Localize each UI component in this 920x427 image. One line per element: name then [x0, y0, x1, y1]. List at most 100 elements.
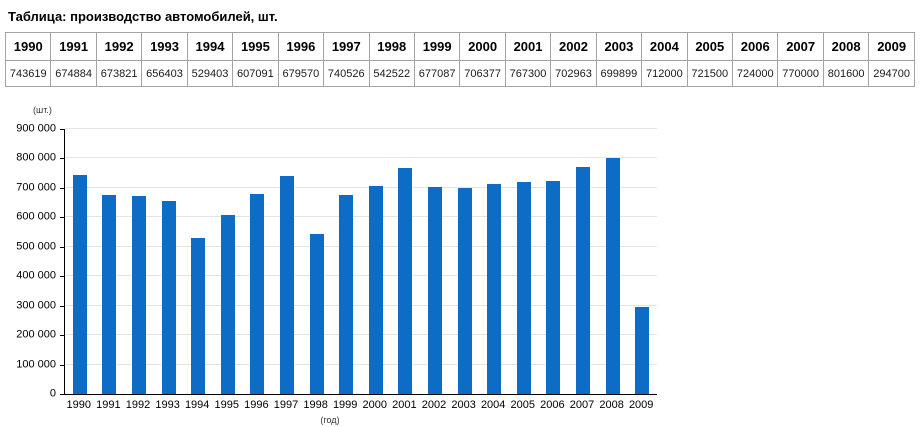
- y-tick-mark: [60, 394, 64, 395]
- table-year-cell: 2005: [686, 32, 734, 61]
- x-tick-label: 2007: [569, 399, 595, 411]
- table-year-cell: 2003: [595, 32, 643, 61]
- x-tick-label: 1992: [125, 399, 151, 411]
- y-tick-mark: [60, 276, 64, 278]
- table-year-row: 1990 1991 1992 1993 1994 1995 1996 1997 1998 1999…: [4, 32, 915, 61]
- y-tick-label: 600 000: [16, 210, 56, 223]
- x-tick-label: 1990: [66, 399, 92, 411]
- bar-2005: [516, 182, 531, 394]
- bar-2007: [576, 167, 590, 394]
- x-tick-label: 2002: [421, 399, 447, 411]
- bar-2004: [487, 184, 502, 394]
- x-tick-label: 1993: [155, 399, 180, 411]
- table-value-cell: 767300: [504, 60, 552, 87]
- bar-1991: [102, 195, 117, 394]
- table-year-cell: 2002: [550, 32, 597, 61]
- x-tick-label: 2006: [540, 399, 565, 411]
- table-value-cell: 656403: [141, 60, 188, 87]
- table-value-cell: 674884: [50, 60, 97, 87]
- y-tick-label: 100 000: [16, 358, 56, 371]
- gridline: [65, 363, 657, 365]
- table-year-cell: 1990: [4, 32, 52, 61]
- table-value-cell: 294700: [868, 60, 915, 87]
- table-value-cell: 699899: [595, 60, 643, 87]
- bar-2002: [428, 187, 442, 394]
- bar-1993: [161, 201, 176, 394]
- y-tick-label: 0: [49, 387, 56, 400]
- table-value-cell: 702963: [550, 60, 597, 87]
- table-year-cell: 2006: [731, 32, 779, 61]
- y-axis-title: (шт.): [33, 105, 52, 115]
- table-value-cell: 706377: [459, 60, 506, 87]
- table-year-cell: 2008: [822, 32, 870, 61]
- table-value-cell: 721500: [686, 60, 734, 87]
- table-value-cell: 542522: [368, 60, 415, 87]
- table-value-cell: 743619: [4, 60, 52, 87]
- y-tick-label: 800 000: [16, 151, 56, 164]
- production-table: 1990 1991 1992 1993 1994 1995 1996 1997 1998 1999…: [4, 32, 915, 87]
- table-year-cell: 1997: [323, 32, 370, 61]
- bar-1994: [191, 238, 206, 394]
- table-value-cell: 712000: [641, 60, 688, 87]
- bar-2006: [546, 181, 561, 394]
- bar-2008: [605, 158, 620, 394]
- gridline: [65, 334, 657, 336]
- table-year-cell: 2001: [504, 32, 552, 61]
- table-year-cell: 2009: [868, 32, 915, 61]
- gridline: [65, 128, 657, 129]
- table-year-cell: 1992: [95, 32, 143, 61]
- gridline: [65, 157, 657, 159]
- bar-1992: [132, 196, 146, 394]
- gridline: [65, 216, 657, 218]
- table-year-cell: 1996: [277, 32, 325, 61]
- table-value-cell: 679570: [277, 60, 325, 87]
- x-tick-label: 1999: [332, 399, 358, 411]
- table-value-cell: 801600: [822, 60, 870, 87]
- x-tick-label: 2001: [392, 399, 417, 411]
- y-tick-mark: [60, 335, 64, 337]
- y-tick-mark: [60, 217, 64, 219]
- table-year-cell: 2004: [641, 32, 688, 61]
- table-value-cell: 770000: [777, 60, 824, 87]
- table-year-cell: 2007: [777, 32, 824, 61]
- x-tick-label: 2000: [362, 399, 388, 411]
- y-tick-mark: [60, 129, 64, 130]
- gridline: [65, 245, 657, 247]
- x-tick-label: 1995: [214, 399, 240, 411]
- table-value-cell: 740526: [323, 60, 370, 87]
- table-year-cell: 2000: [459, 32, 506, 61]
- x-tick-label: 2009: [628, 399, 654, 411]
- bar-2003: [457, 188, 472, 394]
- y-tick-mark: [60, 158, 64, 160]
- plot-area: [64, 128, 657, 395]
- y-tick-label: 900 000: [16, 122, 56, 135]
- x-tick-label: 1997: [273, 399, 299, 411]
- table-value-cell: 673821: [95, 60, 143, 87]
- y-tick-label: 700 000: [16, 181, 56, 194]
- y-tick-mark: [60, 364, 64, 366]
- page-title: Таблица: производство автомобилей, шт.: [8, 9, 278, 24]
- table-year-cell: 1993: [141, 32, 188, 61]
- x-tick-label: 1998: [303, 399, 328, 411]
- bar-2000: [368, 186, 383, 394]
- bar-1999: [339, 195, 354, 394]
- table-value-row: 743619 674884 673821 656403 529403 607091 6795…: [4, 60, 915, 87]
- y-tick-label: 300 000: [16, 299, 56, 312]
- y-tick-label: 200 000: [16, 328, 56, 341]
- table-value-cell: 529403: [186, 60, 234, 87]
- bar-1997: [280, 176, 294, 394]
- production-bar-chart: (шт.) 0 100 000 200 000 300 000 400 000 500 0…: [0, 103, 660, 425]
- bar-1990: [72, 175, 87, 394]
- x-tick-label: 1996: [244, 399, 269, 411]
- table-value-cell: 724000: [731, 60, 779, 87]
- table-value-cell: 607091: [232, 60, 279, 87]
- bar-2001: [398, 168, 413, 394]
- x-axis-title: (год): [320, 415, 340, 425]
- y-tick-label: 400 000: [16, 269, 56, 282]
- y-axis-labels: 0 100 000 200 000 300 000 400 000 500 000 600 …: [0, 123, 56, 399]
- y-tick-mark: [60, 187, 64, 189]
- x-tick-label: 1991: [96, 399, 121, 411]
- gridline: [65, 275, 657, 277]
- x-tick-label: 2003: [451, 399, 476, 411]
- y-tick-label: 500 000: [16, 240, 56, 253]
